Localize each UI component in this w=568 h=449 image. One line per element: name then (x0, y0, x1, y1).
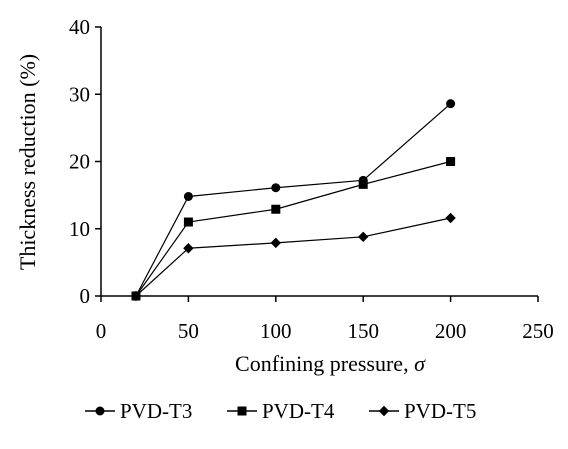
data-point (270, 237, 281, 249)
series-line (135, 103, 451, 297)
y-axis-title: Thickness reduction (%) (15, 54, 40, 270)
x-tick-label: 0 (96, 319, 107, 343)
series-pvd-t4 (131, 157, 456, 301)
legend: PVD-T3 PVD-T4 PVD-T5 (85, 399, 476, 423)
data-point (358, 231, 369, 243)
data-point (130, 290, 142, 302)
x-tick-label: 200 (435, 319, 467, 343)
data-point (183, 243, 194, 254)
data-point (446, 99, 456, 109)
legend-label: PVD-T5 (404, 399, 476, 423)
y-tick-label: 20 (69, 150, 90, 174)
axes (100, 27, 538, 297)
data-point (445, 212, 456, 224)
series-layer (130, 99, 456, 302)
series-pvd-t3 (131, 99, 456, 301)
y-tick-label: 0 (80, 284, 91, 308)
ticks: 0 10 20 30 40 0 50 100 150 200 250 (69, 15, 554, 343)
y-tick-label: 40 (69, 15, 90, 39)
y-tick-label: 10 (69, 217, 90, 241)
series-pvd-t5 (130, 212, 456, 302)
data-point (271, 183, 281, 193)
x-tick-label: 100 (260, 319, 292, 343)
data-point (446, 157, 456, 166)
y-tick-label: 30 (69, 82, 90, 106)
legend-item-pvd-t3: PVD-T3 (85, 399, 192, 423)
x-tick-label: 50 (178, 319, 199, 343)
x-axis-title: Confining pressure, σ (235, 351, 426, 376)
legend-item-pvd-t5: PVD-T5 (369, 399, 476, 423)
data-point (358, 179, 368, 189)
x-axis-title-symbol: σ (414, 351, 426, 376)
legend-label: PVD-T3 (120, 399, 192, 423)
legend-marker (378, 405, 390, 417)
x-axis-title-text: Confining pressure, (235, 351, 414, 376)
data-point (183, 217, 193, 227)
x-tick-label: 150 (347, 319, 379, 343)
legend-item-pvd-t4: PVD-T4 (227, 399, 335, 423)
data-point (271, 204, 281, 214)
legend-label: PVD-T4 (262, 399, 335, 423)
x-tick-label: 250 (522, 319, 554, 343)
legend-marker (237, 406, 247, 416)
legend-marker (95, 406, 105, 416)
data-point (183, 191, 193, 201)
